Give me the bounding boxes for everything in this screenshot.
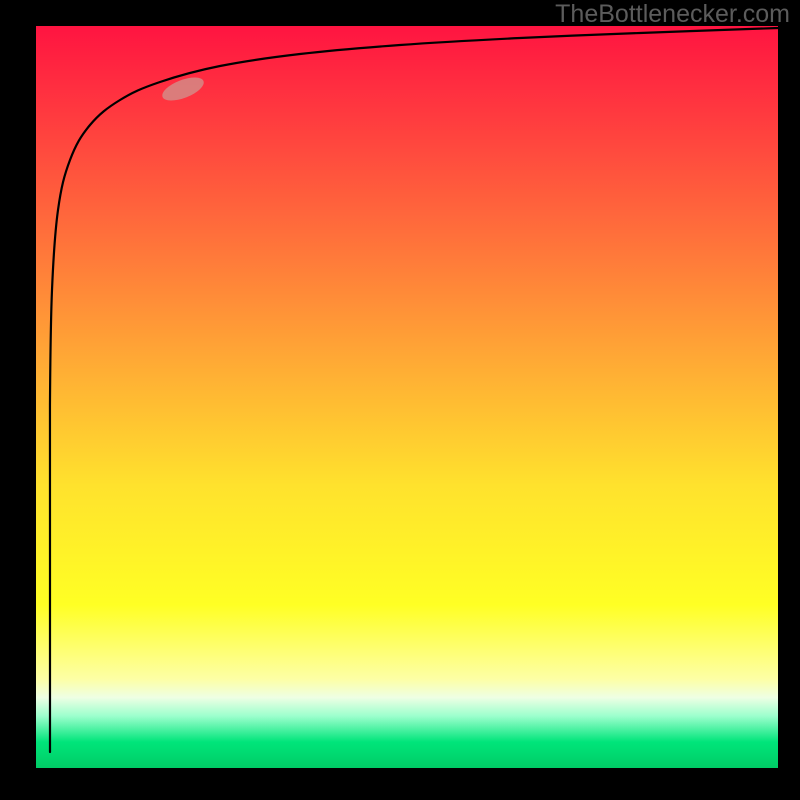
watermark-link[interactable]: TheBottlenecker.com [555, 0, 790, 29]
plot-area [36, 26, 778, 768]
chart-frame: TheBottlenecker.com [0, 0, 800, 800]
